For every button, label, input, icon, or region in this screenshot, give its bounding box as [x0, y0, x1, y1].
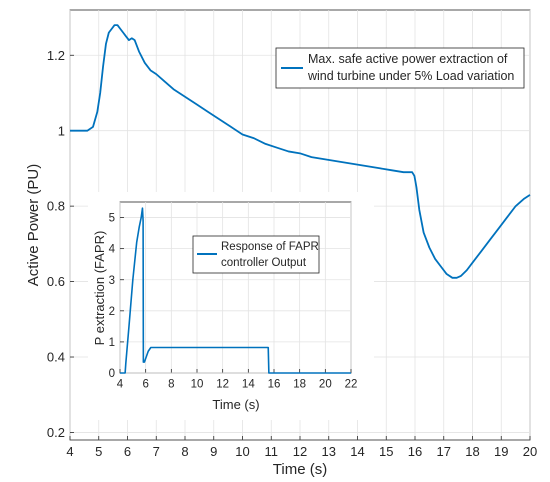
main-x-tick-label: 18	[465, 444, 479, 459]
main-y-tick-label: 1	[58, 123, 65, 138]
inset-legend: Response of FAPR controller Output	[192, 235, 320, 274]
inset-x-tick-label: 16	[268, 379, 281, 391]
main-x-tick-label: 8	[181, 444, 188, 459]
inset-series-line	[120, 207, 351, 374]
inset-y-tick-label: 0	[109, 368, 115, 380]
inset-x-tick-label: 12	[216, 379, 229, 391]
main-x-tick-label: 9	[210, 444, 217, 459]
inset-y-tick-label: 4	[109, 244, 116, 256]
inset-x-tick-label: 22	[345, 379, 358, 391]
inset-legend-label-line1: Response of FAPR	[221, 241, 319, 253]
main-y-tick-label: 1.2	[47, 48, 65, 63]
inset-x-tick-label: 14	[242, 379, 255, 391]
main-x-tick-label: 10	[235, 444, 249, 459]
main-x-tick-label: 20	[523, 444, 537, 459]
main-x-tick-label: 17	[437, 444, 451, 459]
inset-x-tick-labels: 4 6 8 10 12 14 16 18 20 22	[117, 379, 358, 391]
main-x-tick-label: 11	[265, 444, 279, 459]
inset-x-tick-label: 10	[191, 379, 204, 391]
main-legend: Max. safe active power extraction of win…	[275, 47, 525, 89]
inset-grid	[119, 202, 352, 374]
main-y-tick-label: 0.4	[47, 350, 65, 365]
main-y-tick-label: 0.2	[47, 425, 65, 440]
inset-x-tick-label: 4	[117, 379, 124, 391]
inset-y-tick-label: 1	[109, 337, 115, 349]
main-x-tick-label: 6	[124, 444, 131, 459]
main-x-tick-label: 15	[379, 444, 393, 459]
main-x-tick-label: 16	[408, 444, 422, 459]
inset-y-axis-label: P extraction (FAPR)	[92, 231, 107, 346]
inset-x-tick-label: 18	[293, 379, 306, 391]
main-x-tick-label: 5	[95, 444, 102, 459]
inset-plot-area	[119, 201, 352, 374]
main-x-tick-label: 14	[350, 444, 364, 459]
inset-x-tick-label: 6	[142, 379, 148, 391]
main-x-tick-label: 12	[293, 444, 307, 459]
inset-x-axis-label: Time (s)	[212, 397, 259, 412]
main-x-axis-label: Time (s)	[273, 461, 327, 478]
main-x-tick-label: 7	[153, 444, 160, 459]
inset-legend-label-line2: controller Output	[221, 257, 307, 269]
main-y-axis-label: Active Power (PU)	[25, 164, 42, 287]
main-y-tick-label: 0.6	[47, 274, 65, 289]
main-legend-box	[275, 47, 525, 89]
main-y-tick-label: 0.8	[47, 199, 65, 214]
inset-y-tick-label: 3	[109, 275, 115, 287]
main-x-tick-label: 4	[66, 444, 73, 459]
main-x-tick-labels: 4 5 6 7 8 9 10 11 12 13 14 15 16 17 18 19 20	[66, 444, 537, 459]
inset-x-tick-label: 20	[319, 379, 332, 391]
main-x-tick-label: 13	[322, 444, 336, 459]
inset-x-tick-label: 8	[168, 379, 174, 391]
inset-y-tick-labels: 0 1 2 3 4 5	[109, 213, 116, 380]
inset-y-tick-label: 2	[109, 306, 115, 318]
main-legend-label-line2: wind turbine under 5% Load variation	[307, 69, 514, 83]
main-legend-label-line1: Max. safe active power extraction of	[308, 52, 508, 66]
main-x-tick-label: 19	[494, 444, 508, 459]
main-y-tick-labels: 0.2 0.4 0.6 0.8 1 1.2	[47, 48, 65, 440]
inset-y-tick-label: 5	[109, 213, 115, 225]
main-series-line	[70, 24, 531, 279]
